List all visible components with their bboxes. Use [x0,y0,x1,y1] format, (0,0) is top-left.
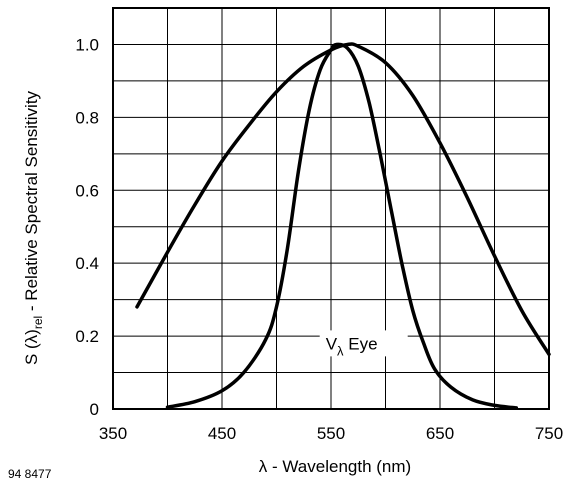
annotation-v-lambda-eye: Vλ Eye [326,334,378,358]
plot-frame [112,7,550,410]
x-axis-title: λ - Wavelength (nm) [259,457,411,476]
y-axis-title-main: S (λ) [22,329,41,365]
annotation-sub: λ [337,343,344,358]
y-axis-title: S (λ)rel - Relative Spectral Sensitivity [22,90,45,365]
annotation-rest: Eye [344,334,378,353]
sensor-sensitivity-curve [135,42,551,357]
annotation-main: V [326,334,338,353]
x-tick-label: 450 [208,424,236,443]
y-axis-title-sub: rel [31,316,45,329]
annotation: Vλ Eye [319,330,408,358]
curves [135,42,551,410]
figure-id: 94 8477 [8,467,52,481]
x-tick-labels: 350 450 550 650 750 [99,424,563,443]
eye-sensitivity-curve [165,42,519,410]
annotation-background [319,330,408,357]
x-tick-label: 750 [535,424,563,443]
x-tick-label: 550 [317,424,345,443]
y-tick-labels: 0 0.2 0.4 0.6 0.8 1.0 [75,35,99,419]
y-tick-label: 0.6 [75,181,99,200]
y-tick-label: 0.8 [75,108,99,127]
y-tick-label: 0.2 [75,327,99,346]
y-tick-label: 0.4 [75,254,99,273]
y-tick-label: 1.0 [75,35,99,54]
grid [113,8,549,409]
x-tick-label: 350 [99,424,127,443]
x-tick-label: 650 [426,424,454,443]
y-tick-label: 0 [90,400,99,419]
y-axis-title-rest: - Relative Spectral Sensitivity [22,90,41,315]
